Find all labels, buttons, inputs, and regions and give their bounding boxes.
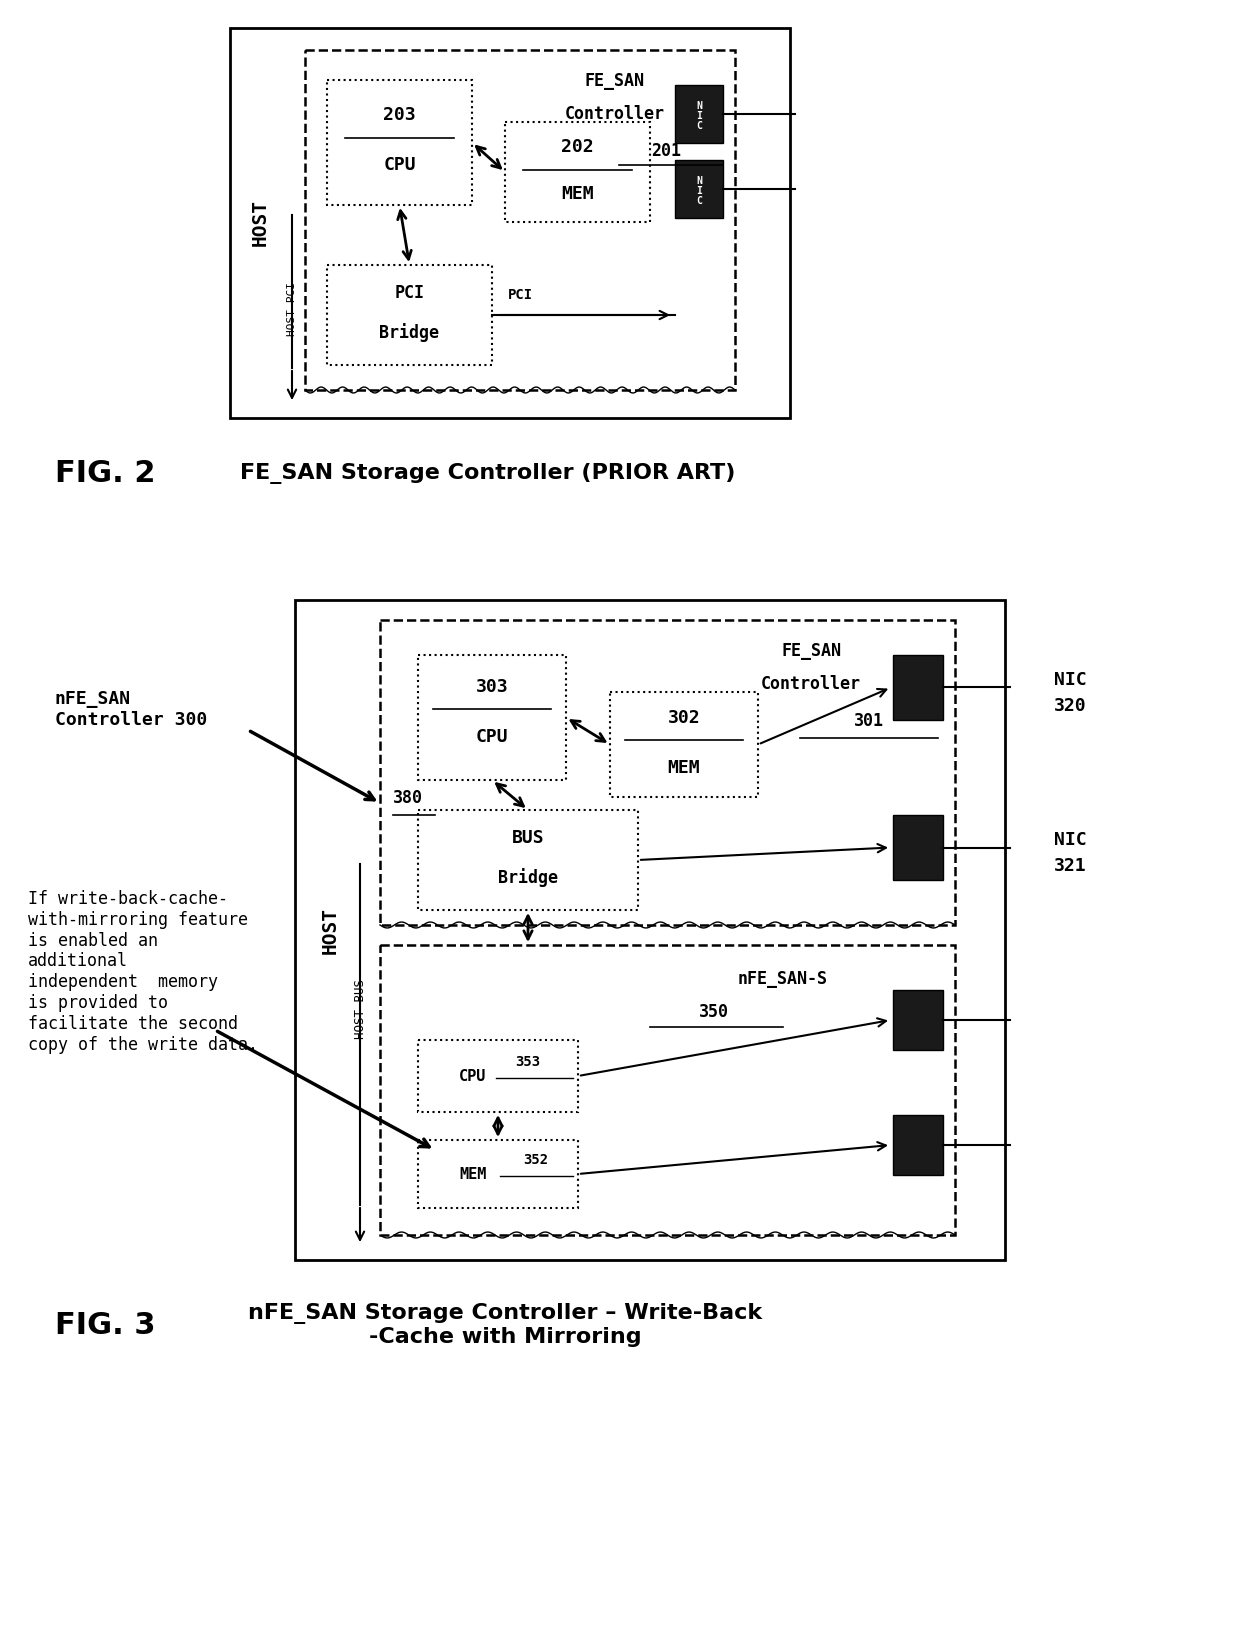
Text: CPU: CPU: [383, 156, 415, 174]
Text: N: N: [696, 100, 702, 112]
Text: MEM: MEM: [667, 760, 701, 778]
Text: PCI: PCI: [507, 288, 532, 302]
Bar: [418, 1041, 578, 1111]
Bar: [893, 1115, 942, 1175]
Text: 301: 301: [854, 712, 884, 730]
Text: 303: 303: [476, 677, 508, 695]
Text: 203: 203: [383, 105, 415, 123]
Text: HOST BUS: HOST BUS: [353, 980, 367, 1039]
Text: 302: 302: [667, 709, 701, 727]
Text: C: C: [696, 122, 702, 132]
Bar: [305, 49, 735, 390]
Bar: [610, 692, 758, 797]
Text: HOST: HOST: [250, 199, 269, 247]
Text: N: N: [696, 176, 702, 186]
Text: FE_SAN: FE_SAN: [584, 72, 645, 90]
Bar: [379, 620, 955, 926]
Text: 202: 202: [562, 138, 594, 156]
Text: 201: 201: [651, 141, 681, 159]
Text: 352: 352: [523, 1152, 548, 1167]
Text: FIG. 3: FIG. 3: [55, 1310, 155, 1340]
Text: HOST PCI: HOST PCI: [286, 281, 298, 335]
Bar: [675, 159, 723, 219]
Text: CPU: CPU: [476, 728, 508, 746]
Text: Controller: Controller: [564, 105, 665, 123]
Text: HOST: HOST: [320, 906, 340, 954]
Bar: [675, 85, 723, 143]
Bar: [505, 122, 650, 222]
Bar: [418, 654, 565, 779]
Bar: [229, 28, 790, 418]
Text: NIC: NIC: [1054, 830, 1086, 848]
Text: BUS: BUS: [512, 829, 544, 847]
Text: nFE_SAN Storage Controller – Write-Back
-Cache with Mirroring: nFE_SAN Storage Controller – Write-Back …: [248, 1304, 763, 1346]
Bar: [327, 81, 472, 206]
Text: nFE_SAN
Controller 300: nFE_SAN Controller 300: [55, 690, 207, 728]
Text: NIC: NIC: [1054, 671, 1086, 689]
Text: MEM: MEM: [459, 1167, 486, 1182]
Text: I: I: [696, 112, 702, 122]
Text: 350: 350: [698, 1003, 729, 1021]
Bar: [379, 945, 955, 1235]
Text: Controller: Controller: [761, 676, 862, 694]
Text: FE_SAN: FE_SAN: [781, 643, 841, 659]
Bar: [893, 990, 942, 1051]
Text: 321: 321: [1054, 857, 1086, 875]
Bar: [893, 654, 942, 720]
Text: I: I: [696, 186, 702, 196]
Bar: [418, 1139, 578, 1208]
Text: FE_SAN Storage Controller (PRIOR ART): FE_SAN Storage Controller (PRIOR ART): [241, 462, 735, 483]
Bar: [295, 600, 1004, 1259]
Text: MEM: MEM: [562, 186, 594, 202]
Text: 320: 320: [1054, 697, 1086, 715]
Text: If write-back-cache-
with-mirroring feature
is enabled an
additional
independent: If write-back-cache- with-mirroring feat…: [29, 889, 258, 1054]
Text: 353: 353: [516, 1055, 541, 1069]
Text: 380: 380: [393, 789, 423, 807]
Text: CPU: CPU: [459, 1069, 486, 1083]
Text: nFE_SAN-S: nFE_SAN-S: [738, 970, 827, 988]
Text: PCI: PCI: [394, 284, 424, 302]
Bar: [893, 815, 942, 880]
Text: FIG. 2: FIG. 2: [55, 459, 155, 488]
Bar: [418, 810, 639, 911]
Bar: [327, 265, 492, 365]
Text: C: C: [696, 196, 702, 206]
Text: Bridge: Bridge: [379, 324, 439, 342]
Text: Bridge: Bridge: [498, 868, 558, 888]
